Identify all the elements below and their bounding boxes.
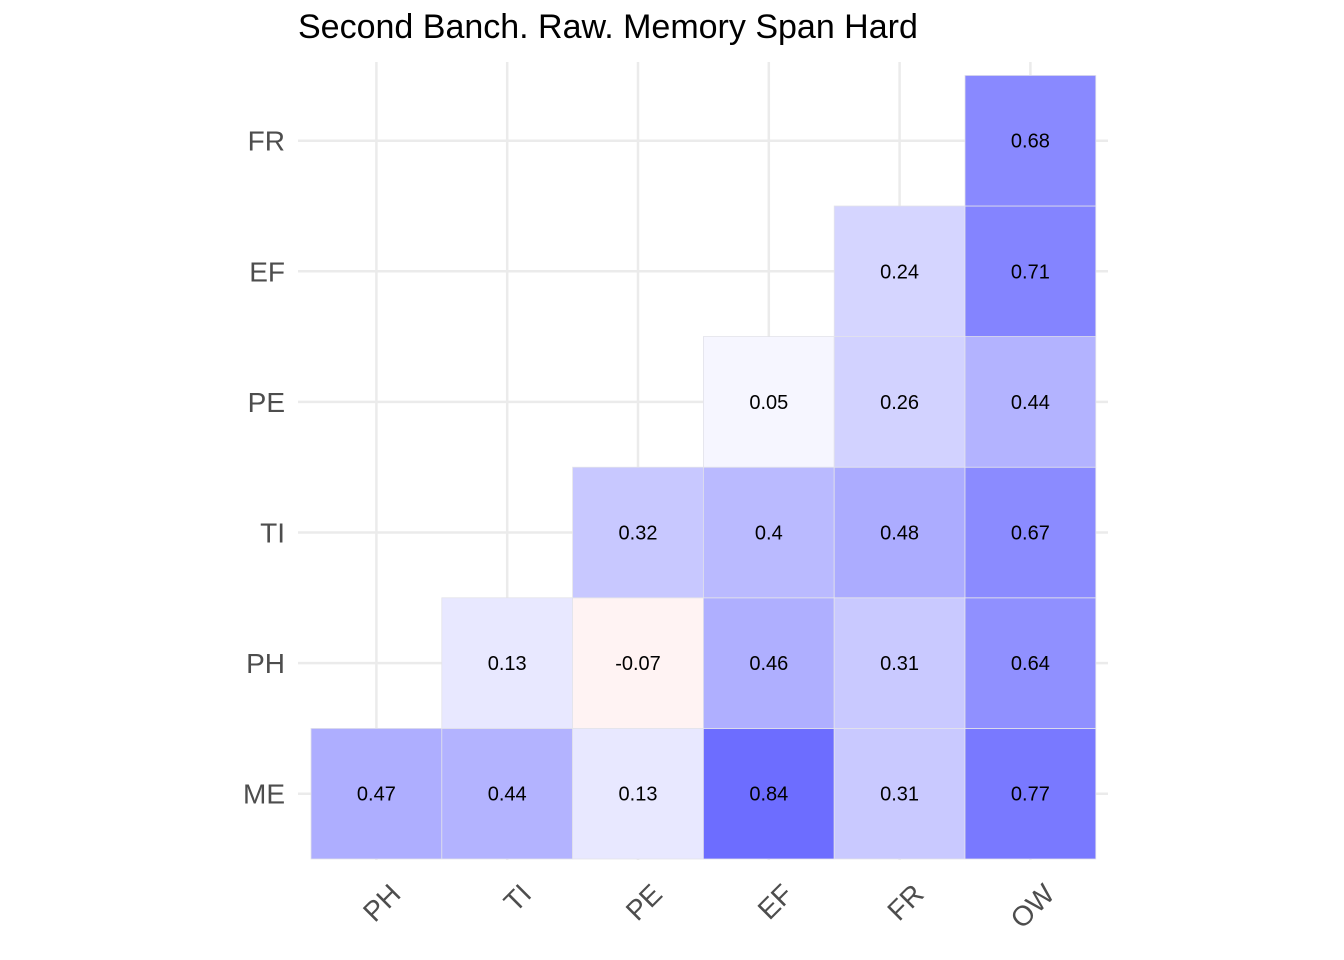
x-tick-label: PH <box>357 878 406 927</box>
y-tick-label: FR <box>248 126 285 157</box>
chart-title: Second Banch. Raw. Memory Span Hard <box>298 8 918 46</box>
x-tick-label: TI <box>498 878 538 918</box>
y-tick-label: EF <box>249 256 285 287</box>
heatmap-cell <box>833 466 966 599</box>
x-tick-label: FR <box>881 878 929 926</box>
cell-value-label: 0.71 <box>1011 261 1050 283</box>
heatmap-cell <box>964 728 1097 860</box>
cell-value-label: 0.44 <box>1011 392 1050 414</box>
cell-value-label: 0.31 <box>880 784 919 806</box>
heatmap-cell <box>964 75 1097 207</box>
cell-value-label: 0.77 <box>1011 784 1050 806</box>
y-tick-label: PE <box>248 387 285 418</box>
cell-value-label: 0.13 <box>619 784 658 806</box>
heatmap-cell <box>833 728 966 860</box>
heatmap-cell <box>964 597 1097 729</box>
y-tick-label: TI <box>260 518 285 549</box>
y-axis-ticks: ME PH TI PE EF FR <box>243 126 285 810</box>
x-tick-label: OW <box>1004 878 1060 934</box>
cell-value-label: 0.48 <box>880 523 919 545</box>
heatmap-cell <box>833 336 966 468</box>
heatmap-cell <box>703 466 835 599</box>
x-tick-label: EF <box>752 878 799 925</box>
cell-value-label: 0.32 <box>619 523 658 545</box>
y-tick-label: ME <box>243 779 285 810</box>
heatmap-cell <box>572 597 704 729</box>
cell-value-label: 0.47 <box>357 784 396 806</box>
heatmap-cell <box>833 205 966 338</box>
cell-value-label: 0.4 <box>755 523 783 545</box>
heatmap-cells <box>310 75 1097 860</box>
heatmap-cell <box>964 205 1097 338</box>
cell-value-label: 0.26 <box>880 392 919 414</box>
cell-value-label: 0.44 <box>488 784 527 806</box>
heatmap-cell <box>572 728 704 860</box>
cell-labels: 0.47 0.44 0.13 0.84 0.31 0.77 0.13 -0.07 0.46 0.3… <box>357 131 1050 806</box>
heatmap-cell <box>964 336 1097 468</box>
x-tick-label: PE <box>620 878 668 926</box>
x-axis-ticks: PH TI PE EF FR OW <box>357 878 1061 934</box>
heatmap-cell <box>441 597 573 729</box>
cell-value-label: -0.07 <box>615 653 661 675</box>
cell-value-label: 0.13 <box>488 653 527 675</box>
cell-value-label: 0.24 <box>880 261 919 283</box>
heatmap-cell <box>310 728 443 860</box>
cell-value-label: 0.05 <box>749 392 788 414</box>
heatmap-cell <box>833 597 966 729</box>
heatmap-cell <box>572 466 704 599</box>
heatmap-cell <box>964 466 1097 599</box>
cell-value-label: 0.46 <box>749 653 788 675</box>
cell-value-label: 0.67 <box>1011 523 1050 545</box>
y-tick-label: PH <box>246 648 285 679</box>
cell-value-label: 0.64 <box>1011 653 1050 675</box>
cell-value-label: 0.31 <box>880 653 919 675</box>
heatmap-cell <box>703 597 835 729</box>
cell-value-label: 0.84 <box>749 784 788 806</box>
heatmap-cell <box>703 728 835 860</box>
cell-value-label: 0.68 <box>1011 131 1050 153</box>
